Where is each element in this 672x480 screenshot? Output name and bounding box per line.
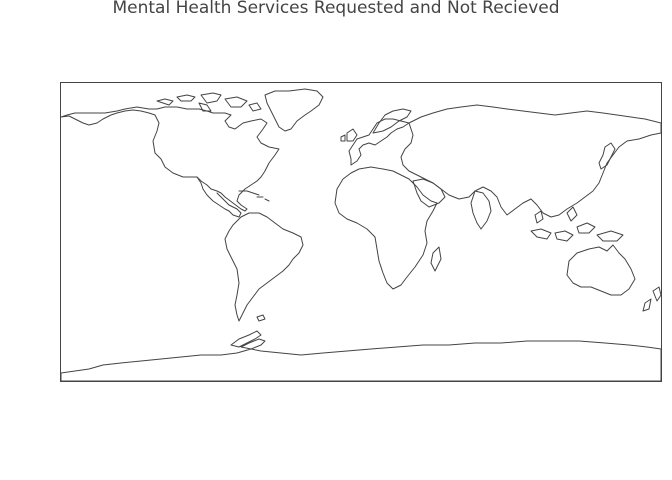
coastline-new-zealand — [642, 286, 661, 312]
coastline-southeast-asia-islands — [530, 206, 624, 242]
coastline-south-america — [224, 212, 304, 322]
map-title: Mental Health Services Requested and Not… — [112, 0, 560, 18]
coastline-central-america — [196, 176, 242, 218]
coastline-australia — [566, 244, 636, 296]
map-frame[interactable] — [60, 82, 662, 382]
coastline-falklands — [256, 314, 266, 322]
world-map[interactable] — [61, 83, 661, 381]
coastline-british-isles — [340, 128, 358, 142]
coastline-japan — [598, 142, 616, 170]
coastline-antarctic-peninsula — [230, 330, 262, 348]
coastline-india — [470, 190, 492, 230]
coastline-madagascar — [430, 246, 442, 272]
coastline-africa — [334, 166, 438, 290]
coastline-greenland — [264, 88, 324, 132]
coastline-north-america — [61, 106, 280, 212]
coastline-antarctica — [61, 338, 661, 381]
coastline-europe — [348, 118, 410, 166]
coastline-caribbean — [238, 190, 270, 202]
coastline-arctic-islands — [156, 92, 262, 112]
coastline-scandinavia — [372, 108, 412, 134]
coastline-arabia — [412, 178, 446, 208]
coastline-asia — [400, 104, 661, 218]
